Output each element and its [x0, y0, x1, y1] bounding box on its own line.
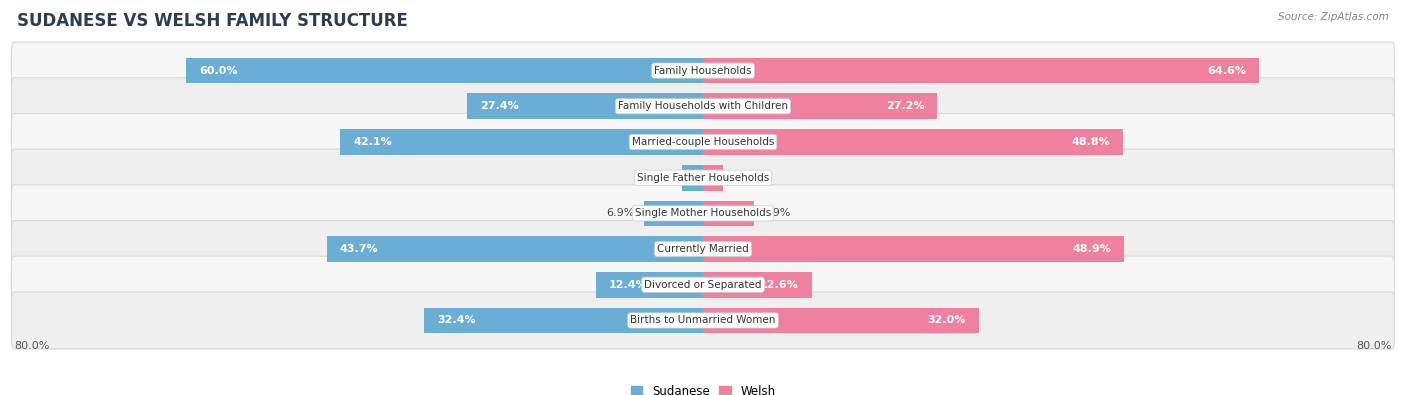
- Text: 12.4%: 12.4%: [609, 280, 648, 290]
- Bar: [703, 201, 754, 226]
- Text: Divorced or Separated: Divorced or Separated: [644, 280, 762, 290]
- Text: 48.9%: 48.9%: [1073, 244, 1111, 254]
- Text: 48.8%: 48.8%: [1071, 137, 1111, 147]
- Bar: [703, 272, 811, 297]
- Text: 27.4%: 27.4%: [479, 101, 519, 111]
- Bar: [703, 165, 723, 190]
- FancyBboxPatch shape: [11, 78, 1395, 135]
- Text: 27.2%: 27.2%: [886, 101, 924, 111]
- Text: 6.9%: 6.9%: [606, 209, 636, 218]
- Text: 60.0%: 60.0%: [200, 66, 238, 75]
- Bar: [703, 58, 1260, 83]
- FancyBboxPatch shape: [11, 292, 1395, 349]
- Text: Married-couple Households: Married-couple Households: [631, 137, 775, 147]
- Text: 2.4%: 2.4%: [645, 173, 673, 182]
- Text: Source: ZipAtlas.com: Source: ZipAtlas.com: [1278, 12, 1389, 22]
- FancyBboxPatch shape: [11, 220, 1395, 278]
- Bar: [644, 201, 703, 226]
- Text: Family Households: Family Households: [654, 66, 752, 75]
- FancyBboxPatch shape: [11, 42, 1395, 99]
- Text: Family Households with Children: Family Households with Children: [619, 101, 787, 111]
- Bar: [425, 308, 703, 333]
- Text: SUDANESE VS WELSH FAMILY STRUCTURE: SUDANESE VS WELSH FAMILY STRUCTURE: [17, 12, 408, 30]
- Text: 43.7%: 43.7%: [340, 244, 378, 254]
- FancyBboxPatch shape: [11, 256, 1395, 313]
- Text: 5.9%: 5.9%: [762, 209, 790, 218]
- Text: 64.6%: 64.6%: [1208, 66, 1246, 75]
- Bar: [703, 308, 979, 333]
- Text: 80.0%: 80.0%: [1357, 341, 1392, 351]
- Bar: [703, 236, 1125, 262]
- Bar: [703, 129, 1123, 155]
- Bar: [326, 236, 703, 262]
- Text: Single Mother Households: Single Mother Households: [636, 209, 770, 218]
- FancyBboxPatch shape: [11, 149, 1395, 206]
- Text: 80.0%: 80.0%: [14, 341, 49, 351]
- Bar: [186, 58, 703, 83]
- Bar: [340, 129, 703, 155]
- FancyBboxPatch shape: [11, 185, 1395, 242]
- Text: 42.1%: 42.1%: [353, 137, 392, 147]
- Bar: [703, 94, 938, 119]
- FancyBboxPatch shape: [11, 113, 1395, 171]
- Bar: [467, 94, 703, 119]
- Text: 32.0%: 32.0%: [928, 316, 966, 325]
- Text: Currently Married: Currently Married: [657, 244, 749, 254]
- Text: Single Father Households: Single Father Households: [637, 173, 769, 182]
- Text: 12.6%: 12.6%: [759, 280, 799, 290]
- Legend: Sudanese, Welsh: Sudanese, Welsh: [626, 380, 780, 395]
- Text: 2.3%: 2.3%: [731, 173, 759, 182]
- Text: Births to Unmarried Women: Births to Unmarried Women: [630, 316, 776, 325]
- Bar: [596, 272, 703, 297]
- Bar: [682, 165, 703, 190]
- Text: 32.4%: 32.4%: [437, 316, 475, 325]
